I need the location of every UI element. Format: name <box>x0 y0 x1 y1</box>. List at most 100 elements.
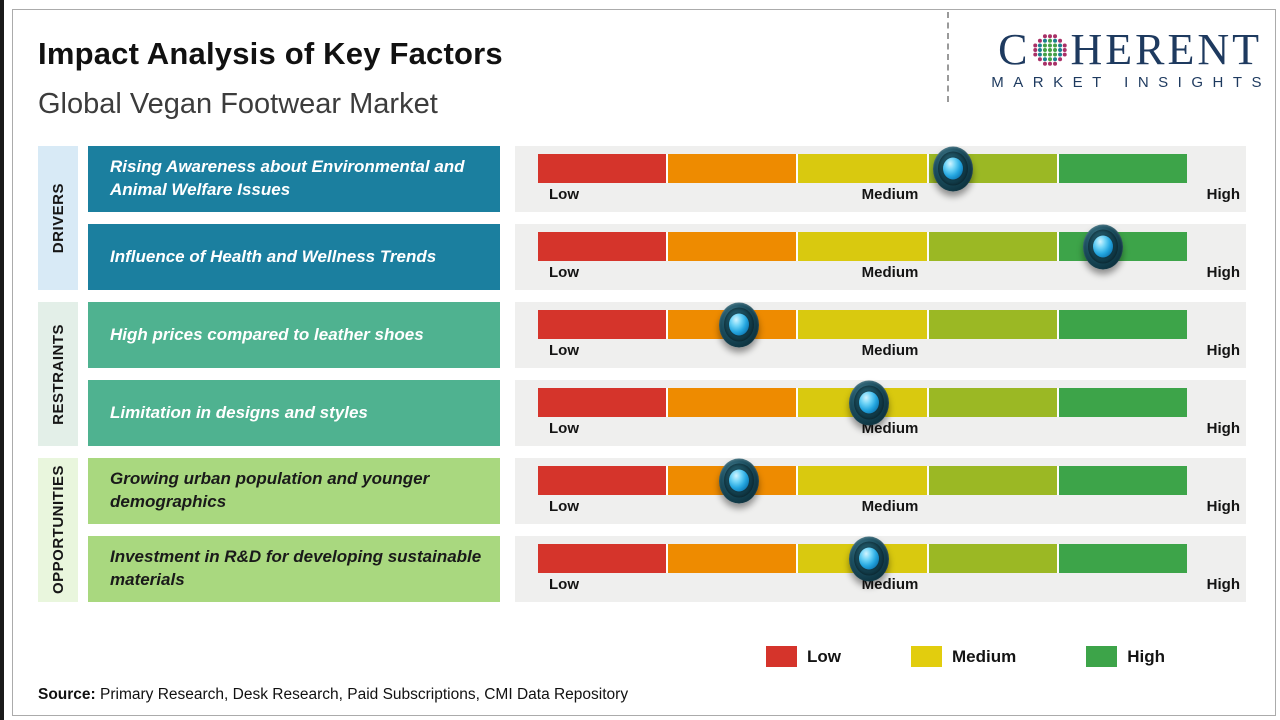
bar-segment-low <box>538 310 667 339</box>
orb-core <box>858 391 879 413</box>
legend-item-medium: Medium <box>911 646 1016 667</box>
source-label: Source: <box>38 686 96 703</box>
bar-segment-medium-high <box>928 466 1057 495</box>
scale-label-high: High <box>1206 576 1240 593</box>
left-edge-strip <box>0 0 4 720</box>
bar-segment-medium <box>798 154 927 183</box>
orb-ring <box>724 307 755 341</box>
bar-segment-medium-high <box>928 544 1057 573</box>
scale-label-medium: Medium <box>861 576 919 593</box>
legend-swatch-low <box>766 646 797 667</box>
orb-ring <box>853 541 884 575</box>
orb-core <box>858 547 879 569</box>
factor-label: High prices compared to leather shoes <box>110 324 424 344</box>
impact-marker-orb <box>848 380 889 425</box>
logo-letter-c: C <box>998 25 1031 74</box>
bar-segment-high <box>1058 310 1188 339</box>
orb-core <box>1092 235 1113 257</box>
scale-label-low: Low <box>549 498 579 515</box>
scale-label-low: Low <box>549 264 579 281</box>
scale-label-low: Low <box>549 342 579 359</box>
impact-row: Limitation in designs and styles Low Med… <box>0 380 1280 446</box>
bar-segment-high <box>1058 154 1188 183</box>
bar-segment-low-medium <box>668 388 797 417</box>
scale-labels: Low Medium High <box>515 264 1246 288</box>
scale-label-medium: Medium <box>861 264 919 281</box>
bar-segment-low <box>538 232 667 261</box>
legend-item-high: High <box>1086 646 1165 667</box>
logo-letters-rest: HERENT <box>1070 25 1262 74</box>
scale-label-low: Low <box>549 576 579 593</box>
logo-tagline: MARKET INSIGHTS <box>991 74 1271 91</box>
impact-row: Growing urban population and younger dem… <box>0 458 1280 524</box>
scale-labels: Low Medium High <box>515 498 1246 522</box>
orb-core <box>943 157 964 179</box>
bar-segment-medium-high <box>928 232 1057 261</box>
scale-label-high: High <box>1206 264 1240 281</box>
impact-row: Influence of Health and Wellness Trends … <box>0 224 1280 290</box>
scale-label-high: High <box>1206 342 1240 359</box>
impact-gradient-bar <box>538 224 1188 269</box>
impact-scale-row: Low Medium High <box>515 302 1246 368</box>
orb-ring <box>1087 229 1118 263</box>
bar-segment-high <box>1058 544 1188 573</box>
scale-label-medium: Medium <box>861 342 919 359</box>
scale-label-high: High <box>1206 420 1240 437</box>
factor-label: Limitation in designs and styles <box>110 402 368 422</box>
source-line: Source: Primary Research, Desk Research,… <box>38 686 628 704</box>
legend-label-high: High <box>1127 646 1166 666</box>
bar-segment-low <box>538 154 667 183</box>
impact-gradient-bar <box>538 146 1188 191</box>
orb-ring <box>938 151 969 185</box>
factor-box: Rising Awareness about Environmental and… <box>88 146 500 212</box>
bar-segment-medium-high <box>928 388 1057 417</box>
bar-segment-low-medium <box>668 544 797 573</box>
impact-marker-orb <box>848 536 889 581</box>
factor-label: Rising Awareness about Environmental and… <box>110 157 465 199</box>
scale-labels: Low Medium High <box>515 186 1246 210</box>
category-strip-restraints: RESTRAINTS <box>38 302 78 446</box>
legend-label-low: Low <box>807 646 841 666</box>
impact-scale-row: Low Medium High <box>515 536 1246 602</box>
impact-scale-row: Low Medium High <box>515 458 1246 524</box>
factor-box: Growing urban population and younger dem… <box>88 458 500 524</box>
bar-segment-low-medium <box>668 154 797 183</box>
legend-label-medium: Medium <box>952 646 1017 666</box>
source-text: Primary Research, Desk Research, Paid Su… <box>95 686 629 703</box>
company-logo: C HERENT MARKET INSIGHTS <box>991 28 1262 92</box>
legend-swatch-high <box>1086 646 1118 667</box>
impact-gradient-bar <box>538 380 1188 425</box>
scale-label-high: High <box>1206 186 1240 203</box>
dotted-globe-icon <box>1033 34 1068 66</box>
legend-item-low: Low <box>766 646 841 667</box>
orb-core <box>729 469 750 491</box>
orb-ring <box>853 385 884 419</box>
impact-scale-row: Low Medium High <box>515 224 1246 290</box>
factor-label: Growing urban population and younger dem… <box>110 469 430 511</box>
category-strip-drivers: DRIVERS <box>38 146 78 290</box>
factor-label: Investment in R&D for developing sustain… <box>110 547 482 589</box>
impact-row: Rising Awareness about Environmental and… <box>0 146 1280 212</box>
logo-wordmark: C HERENT <box>991 28 1262 72</box>
scale-label-medium: Medium <box>861 420 919 437</box>
orb-ring <box>724 463 755 497</box>
page-subtitle: Global Vegan Footwear Market <box>38 88 438 120</box>
impact-scale-row: Low Medium High <box>515 146 1246 212</box>
scale-label-low: Low <box>549 186 579 203</box>
impact-row: Investment in R&D for developing sustain… <box>0 536 1280 602</box>
scale-label-low: Low <box>549 420 579 437</box>
impact-row: High prices compared to leather shoes Lo… <box>0 302 1280 368</box>
factor-box: Limitation in designs and styles <box>88 380 500 446</box>
orb-core <box>729 313 750 335</box>
factor-box: Influence of Health and Wellness Trends <box>88 224 500 290</box>
scale-label-medium: Medium <box>861 186 919 203</box>
impact-marker-orb <box>933 146 974 191</box>
scale-label-high: High <box>1206 498 1240 515</box>
bar-segment-low <box>538 466 667 495</box>
impact-scale-row: Low Medium High <box>515 380 1246 446</box>
scale-labels: Low Medium High <box>515 342 1246 366</box>
bar-segment-high <box>1058 232 1188 261</box>
factor-box: Investment in R&D for developing sustain… <box>88 536 500 602</box>
bar-segment-medium-high <box>928 310 1057 339</box>
bar-segment-medium <box>798 466 927 495</box>
